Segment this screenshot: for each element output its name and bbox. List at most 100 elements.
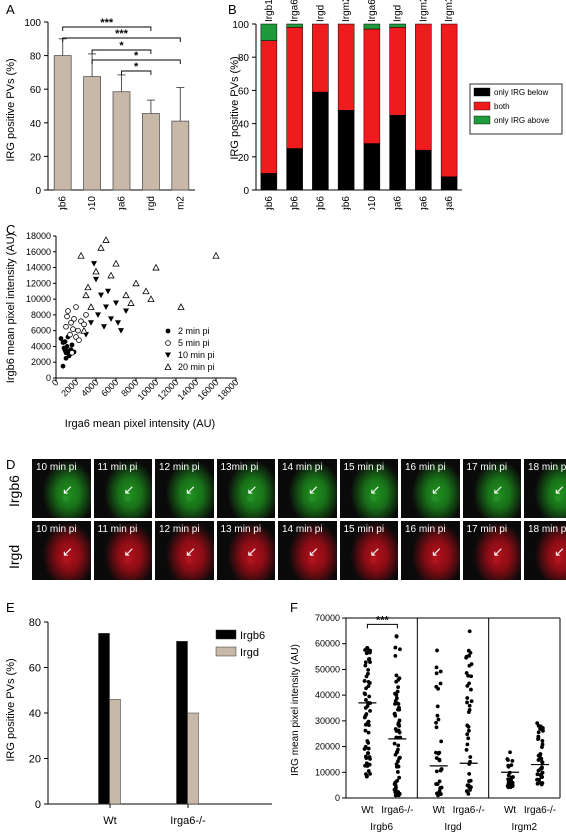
data-point [469,674,474,679]
data-point [536,737,540,742]
column-label: Wt [504,805,516,816]
point-10-min-pi [91,261,97,267]
point-10-min-pi [93,276,99,283]
panel-e-ylabel: IRG positive PVs (%) [5,658,17,761]
panel-f-ylabel: IRG mean pixel intensity (AU) [290,644,301,776]
panel-c-letter: C [6,222,15,237]
panel-f-axes [345,617,561,799]
x-tick-label: 12000 [156,377,181,402]
data-point [394,673,399,678]
panel-e-axes [47,622,272,805]
arrow-icon: ↙ [554,544,565,559]
significance-label: * [119,40,124,52]
legend-label: only IRG above [494,116,550,125]
y-tick-label: 50000 [315,664,340,674]
micrograph-irgd-9: 18 min pi ↙ [524,521,566,580]
data-point [510,758,515,763]
legend-swatch [215,629,237,640]
point-10-min-pi [105,288,111,295]
legend-label: Irgd [240,647,259,659]
data-point [363,660,368,665]
data-point [535,772,540,777]
y-tick-label: 60 [30,85,42,96]
data-point [368,709,372,713]
micrograph-irgd-8: 17 min pi ↙ [462,521,521,580]
segment-both [260,40,278,174]
point-5-min-pi [81,321,87,328]
data-point [467,629,472,634]
arrow-icon: ↙ [123,482,135,497]
timepoint-label: 16 min pi [405,462,446,473]
segment-only-IRG-below [415,149,432,191]
data-point [393,645,398,650]
data-point [393,653,398,658]
x-tick-label: Irga6 [418,196,429,210]
data-point [467,663,472,668]
legend-label: only IRG below [494,88,548,97]
micrograph-irgd-4: 13 min pi ↙ [216,521,275,580]
segment-only-IRG-below [363,143,381,191]
timepoint-label: 14 min pi [282,462,323,473]
panel-e-ticks: 0 20 40 60 80 Wt Irga6-/- [29,617,206,827]
panel-b-legend: only IRG below both only IRG above [469,83,563,135]
x-tick-label: 2000 [59,377,80,398]
data-point [510,780,515,785]
x-tick-label: Irga6 [117,196,128,210]
data-point [439,739,444,744]
y-tick-label: 8000 [31,310,51,320]
data-point [367,657,372,661]
point-10-min-pi [101,324,107,330]
timepoint-label: 15 min pi [343,524,385,535]
panel-f-chart: F IRG mean pixel intensity (AU) *** 0 100… [290,600,561,833]
data-point [395,689,400,694]
top-label: Irgd [393,5,404,22]
y-tick-label: 18000 [26,231,51,241]
x-tick-label: Irgb6 [264,196,275,210]
data-point [393,691,397,696]
data-point [392,711,397,716]
point-5-min-pi [64,313,70,320]
y-tick-label: 16000 [26,247,51,257]
y-tick-label: 0 [35,799,41,811]
panel-b-letter: B [228,2,237,17]
significance-bracket [91,49,152,54]
segment-only-IRG-above [363,23,381,30]
point-10-min-pi [98,292,104,299]
legend-label: both [494,102,510,111]
column-label: Irga6-/- [453,805,485,816]
point-20-min-pi [107,271,115,279]
timepoint-label: 18 min pi [528,462,566,473]
data-point [465,696,470,700]
panel-c-xlabel: Irga6 mean pixel intensity (AU) [65,418,215,430]
x-tick-label: Irgb10 [367,196,378,210]
data-point [397,676,402,681]
data-point [467,728,471,733]
bar-Irgm2 [171,120,190,191]
data-point [366,740,371,745]
legend-marker [165,328,171,334]
data-point [466,736,471,741]
data-point [466,710,471,714]
y-tick-label: 40 [30,119,42,130]
panel-f-points: *** [358,614,550,798]
point-20-min-pi [142,287,150,295]
point-10-min-pi [113,300,119,307]
bar-Irgd [141,113,160,191]
data-point [435,782,440,786]
x-tick-label: 6000 [99,377,120,398]
panel-b-bars [260,23,458,191]
point-2-min-pi [58,336,64,341]
top-label: Irgb10 [264,0,275,22]
y-tick-label: 20 [30,152,42,163]
point-20-min-pi [122,291,130,299]
timepoint-label: 11 min pi [97,462,138,473]
panel-c-legend: 2 min pi 5 min pi 10 min pi 20 min pi [164,326,215,372]
data-point [363,763,367,768]
timepoint-label: 13 min pi [220,524,262,535]
data-point [434,769,439,774]
arrow-icon: ↙ [308,544,319,559]
data-point [366,723,371,727]
data-point [467,703,472,708]
timepoint-label: 11 min pi [97,524,138,535]
timepoint-label: 12 min pi [159,524,200,535]
